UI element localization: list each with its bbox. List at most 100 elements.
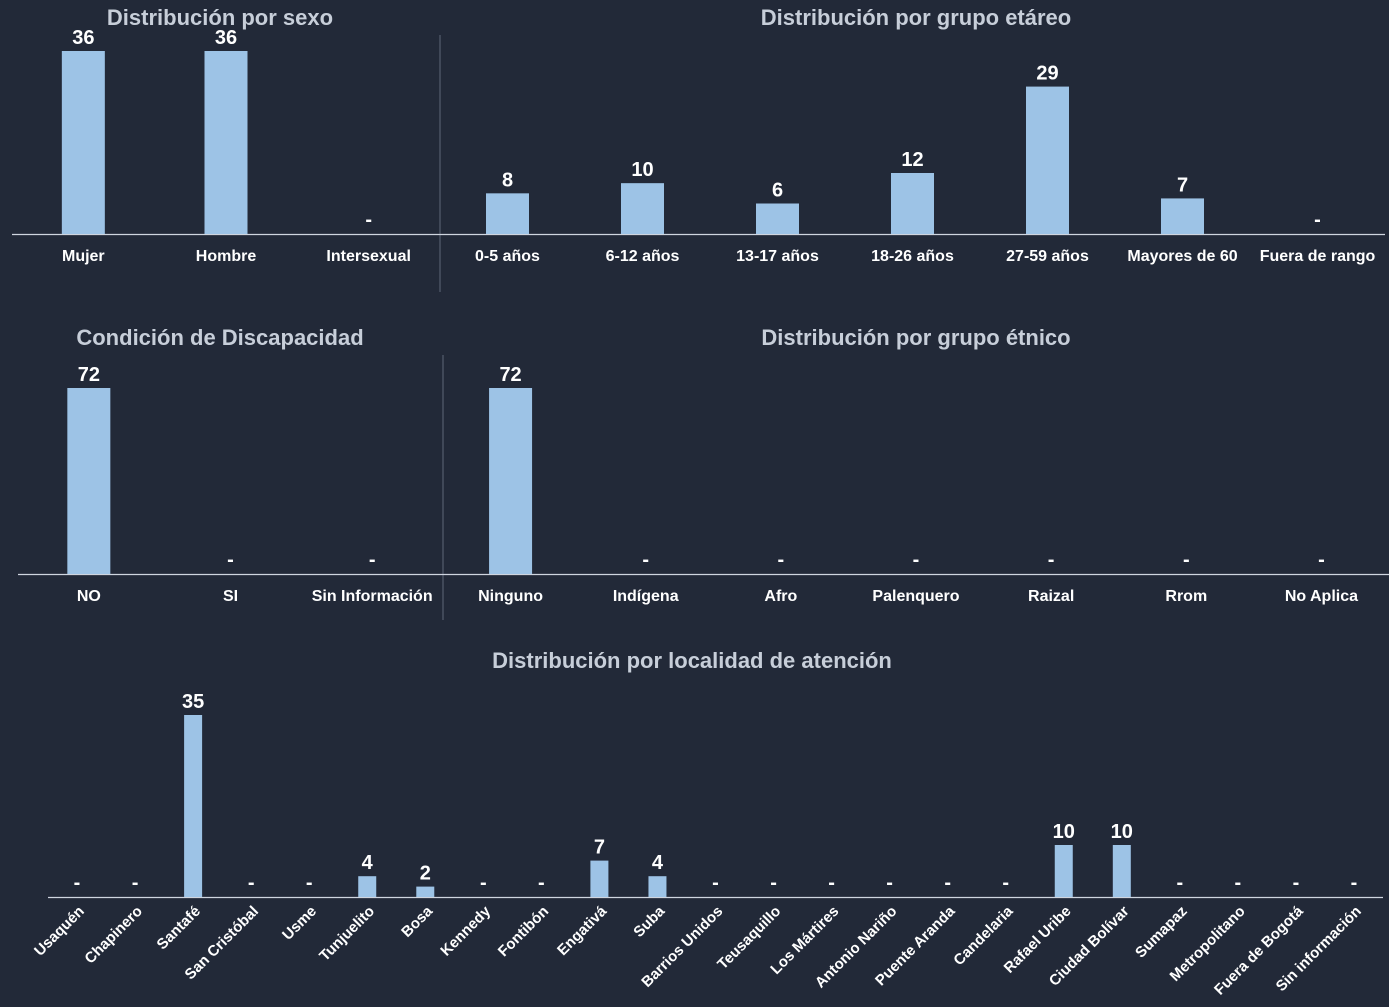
data-label: 29 (1036, 63, 1058, 85)
data-label: 10 (631, 159, 653, 181)
data-label: 2 (420, 863, 431, 885)
bar-localidad-6 (416, 886, 435, 897)
bar-etareo-5 (1161, 198, 1204, 234)
bar-sexo-1 (204, 51, 248, 234)
chart-grupo-etareo: Distribución por grupo etáreo 8 0-5 años 10… (440, 5, 1385, 265)
category-label: Chapinero (81, 903, 145, 967)
bar-etareo-3 (891, 173, 934, 234)
category-label: Kennedy (437, 902, 494, 959)
data-label-empty: - (778, 549, 785, 571)
bar-etareo-4 (1026, 86, 1069, 234)
bar-localidad-2 (184, 715, 203, 897)
category-label: Palenquero (872, 588, 959, 605)
data-label: 7 (1177, 174, 1188, 196)
chart-sexo: Distribución por sexo36Mujer36Hombre-Int… (12, 5, 440, 265)
data-label-empty: - (365, 209, 372, 231)
data-label-empty: - (712, 872, 719, 894)
category-label: 0-5 años (475, 248, 540, 265)
data-label-empty: - (886, 872, 893, 894)
data-label-empty: - (913, 549, 920, 571)
category-label: Ninguno (478, 588, 543, 605)
category-label: No Aplica (1285, 588, 1358, 605)
bar-localidad-10 (648, 876, 667, 897)
bar-localidad-9 (590, 860, 609, 897)
category-label: Mujer (62, 248, 105, 265)
bar-sexo-0 (61, 51, 105, 234)
category-label: 18-26 años (871, 248, 954, 265)
category-label: Raizal (1028, 588, 1074, 605)
data-label-empty: - (227, 549, 234, 571)
category-label: Mayores de 60 (1127, 248, 1237, 265)
data-label-empty: - (1293, 872, 1300, 894)
category-label: Santafé (154, 903, 204, 953)
data-label: 72 (78, 364, 100, 386)
data-label: 4 (362, 852, 374, 874)
data-label-empty: - (1183, 549, 1190, 571)
category-label: Sumapaz (1132, 903, 1191, 962)
category-label: 13-17 años (736, 248, 819, 265)
category-label: NO (77, 588, 101, 605)
bar-etareo-2 (756, 203, 799, 234)
category-label: Indígena (613, 588, 679, 605)
chart-title: Distribución por localidad de atención (492, 648, 892, 673)
data-label-empty: - (1318, 549, 1325, 571)
chart-title: Distribución por grupo étnico (761, 325, 1070, 350)
category-label: Afro (764, 588, 797, 605)
bar-etnico-0 (489, 388, 533, 574)
data-label-empty: - (944, 872, 951, 894)
category-label: Fuera de rango (1260, 248, 1376, 265)
category-label: Engativá (554, 902, 611, 959)
category-label: Rrom (1165, 588, 1207, 605)
bar-etareo-0 (486, 193, 529, 234)
chart-discapacidad: Condición de Discapacidad 72 NO - SI - Sin Inf… (18, 325, 443, 605)
data-label-empty: - (1177, 872, 1184, 894)
chart-title: Condición de Discapacidad (76, 325, 363, 350)
category-label: Hombre (196, 248, 257, 265)
category-label: 6-12 años (606, 248, 680, 265)
bar-localidad-5 (358, 876, 377, 897)
data-label-empty: - (1048, 549, 1055, 571)
data-label-empty: - (1002, 872, 1009, 894)
data-label-empty: - (480, 872, 487, 894)
data-label: 35 (182, 691, 204, 713)
data-label-empty: - (770, 872, 777, 894)
data-label-empty: - (132, 872, 139, 894)
data-label-empty: - (74, 872, 81, 894)
category-label: SI (223, 588, 238, 605)
category-label: Suba (630, 902, 668, 940)
data-label-empty: - (828, 872, 835, 894)
data-label-empty: - (1235, 872, 1242, 894)
data-label: 7 (594, 837, 605, 859)
chart-grupo-etnico: Distribución por grupo étnico 72 Ninguno - I… (443, 325, 1389, 605)
bar-localidad-18 (1112, 845, 1131, 897)
category-label: Bosa (398, 902, 436, 940)
category-label: Usme (279, 903, 320, 944)
data-label: 8 (502, 169, 513, 191)
data-label-empty: - (1351, 872, 1358, 894)
data-label: 10 (1111, 821, 1133, 843)
category-label: 27-59 años (1006, 248, 1089, 265)
data-label-empty: - (538, 872, 545, 894)
category-label: Fontibón (495, 903, 552, 960)
category-label: Sin Información (312, 588, 433, 605)
data-label: 72 (499, 364, 521, 386)
bar-etareo-1 (621, 183, 664, 234)
data-label-empty: - (248, 872, 255, 894)
data-label: 36 (72, 27, 94, 49)
data-label-empty: - (1314, 209, 1321, 231)
data-label: 12 (901, 149, 923, 171)
data-label-empty: - (369, 549, 376, 571)
data-label: 10 (1053, 821, 1075, 843)
chart-title: Distribución por sexo (107, 5, 333, 30)
data-label: 6 (772, 180, 783, 202)
bar-discapacidad-0 (67, 388, 111, 574)
chart-title: Distribución por grupo etáreo (761, 5, 1071, 30)
category-label: Usaquén (31, 903, 88, 960)
bar-localidad-17 (1054, 845, 1073, 897)
category-label: Tunjuelito (316, 903, 378, 965)
chart-localidad: Distribución por localidad de atención - U… (31, 648, 1383, 999)
data-label-empty: - (306, 872, 313, 894)
data-label: 4 (652, 852, 664, 874)
data-label: 36 (215, 27, 237, 49)
